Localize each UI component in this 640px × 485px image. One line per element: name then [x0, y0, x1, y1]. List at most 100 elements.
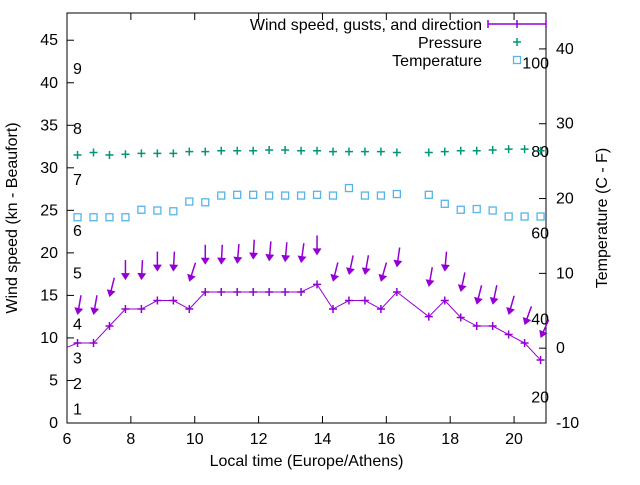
gust-arrow-head [489, 296, 499, 305]
gust-arrow-head [249, 252, 259, 260]
gust-arrow [425, 267, 435, 287]
gust-arrow [74, 295, 84, 315]
inner-right-scale-label: 60 [531, 225, 549, 242]
wind-line [66, 283, 541, 361]
pressure-point [217, 146, 226, 155]
gust-arrow-shaft [77, 295, 82, 310]
wind-point [73, 339, 82, 348]
pressure-point [265, 145, 274, 154]
beaufort-label: 6 [73, 223, 82, 240]
x-tick-label: 10 [186, 431, 204, 448]
wind-point [392, 288, 401, 297]
temperature-point [105, 213, 114, 222]
x-tick-label: 12 [250, 431, 268, 448]
x-tick-label: 16 [377, 431, 395, 448]
inner-right-scale-labels: 10080604020 [522, 55, 549, 406]
temperature-point [153, 206, 162, 215]
wind-point [137, 305, 146, 314]
y-right-tick-label: 20 [556, 191, 574, 208]
wind-point [424, 312, 433, 321]
pressure-point [344, 147, 353, 156]
y-right-tick-label: 0 [556, 340, 565, 357]
beaufort-label: 5 [73, 265, 82, 282]
gust-arrow-shaft [110, 277, 116, 292]
x-tick-label: 18 [441, 431, 459, 448]
gust-arrow-head [137, 272, 147, 281]
y-left-tick-label: 35 [40, 117, 58, 134]
gust-arrow [233, 243, 243, 264]
gust-arrow [200, 244, 210, 265]
gust-arrow-shaft [493, 285, 498, 300]
beaufort-scale-labels: 9 8 7 6 5 4 3 2 1 [73, 61, 82, 418]
wind-point [185, 305, 194, 314]
gust-arrow-head [474, 296, 483, 305]
gust-arrow-head [457, 284, 467, 293]
legend-key-temperature [512, 55, 522, 65]
pressure-point [73, 151, 82, 160]
beaufort-label: 7 [73, 172, 82, 189]
gust-arrow [90, 295, 100, 315]
temperature-point [424, 190, 433, 199]
wind-point [89, 339, 98, 348]
gust-arrow [297, 243, 307, 264]
y-right-tick-label: 10 [556, 265, 574, 282]
y-axis-right: -10 0 10 20 30 40 Temperature (C - F) [539, 41, 611, 432]
y-left-tick-label: 40 [40, 75, 58, 92]
temperature-point [296, 191, 306, 200]
pressure-point [329, 147, 338, 156]
temperature-point [201, 198, 210, 207]
pressure-point [281, 145, 290, 154]
pressure-point [424, 148, 433, 157]
gust-arrow [265, 241, 275, 262]
y-right-tick-label: 40 [556, 41, 574, 58]
gust-arrow [312, 235, 322, 256]
gust-arrow-shaft [252, 239, 255, 254]
wind-point [440, 296, 449, 305]
wind-point [520, 339, 529, 348]
y-right-axis-title: Temperature (C - F) [594, 148, 611, 288]
x-axis-title: Local time (Europe/Athens) [210, 453, 404, 470]
gust-arrow-head [312, 248, 322, 256]
pressure-point [392, 148, 401, 157]
legend-key-wind [487, 20, 547, 28]
temperature-point [89, 213, 98, 222]
wind-point [329, 305, 338, 314]
wind-point [153, 296, 162, 305]
gust-arrow-head [74, 307, 84, 315]
temperature-point [249, 190, 258, 199]
y-left-tick-label: 5 [49, 372, 58, 389]
temperature-point [344, 183, 354, 193]
wind-point [105, 322, 114, 331]
x-tick-label: 20 [505, 431, 523, 448]
inner-right-scale-label: 40 [531, 311, 549, 328]
y-axis-left: 0 5 10 15 20 25 30 35 40 45 Wind speed (kn - Beauf… [4, 32, 74, 432]
wind-point [233, 288, 242, 297]
wind-point [536, 356, 545, 365]
pressure-point [376, 147, 385, 156]
wind-point [376, 305, 385, 314]
legend-label: Temperature [392, 53, 482, 70]
gust-arrow-shaft [236, 243, 240, 259]
legend-label: Wind speed, gusts, and direction [250, 17, 482, 34]
gust-arrow [474, 285, 483, 305]
gust-arrow-shaft [477, 285, 483, 300]
gust-arrow-head [217, 257, 227, 265]
temperature-point [328, 191, 338, 200]
temperature-point [185, 197, 194, 206]
temperature-point [312, 190, 322, 199]
pressure-point [105, 151, 114, 160]
beaufort-label: 9 [73, 61, 82, 78]
gust-arrow-shaft [140, 260, 144, 275]
temperature-point [472, 204, 481, 214]
temperature-point [440, 199, 449, 208]
wind-series [66, 280, 545, 365]
gust-arrow-head [297, 255, 307, 264]
gust-arrow-shaft [284, 242, 288, 257]
gust-arrow-head [281, 254, 291, 263]
pressure-point [233, 146, 242, 155]
wind-point [344, 296, 353, 305]
wind-point [169, 296, 178, 305]
gust-arrow-head [187, 273, 196, 282]
gust-arrow-shaft [93, 295, 98, 310]
temperature-point [536, 212, 545, 221]
